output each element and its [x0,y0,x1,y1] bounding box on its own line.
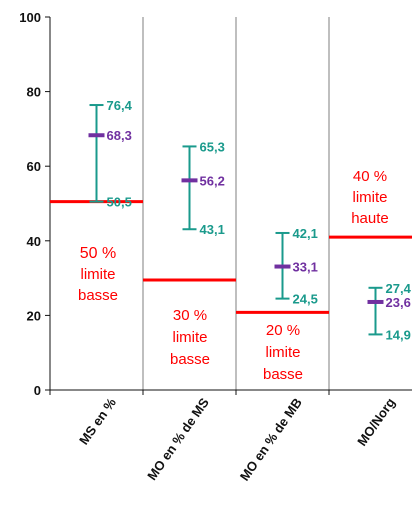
min-label: 14,9 [386,327,411,342]
threshold-annotation: basse [78,287,118,304]
min-label: 50,5 [107,195,132,210]
threshold-annotation: 40 % [353,168,387,185]
y-tick-label: 40 [27,234,41,249]
threshold-annotation: basse [170,351,210,368]
x-category-label: MO en % de MS [144,395,212,483]
threshold-annotation: limite [352,189,387,206]
max-label: 65,3 [200,139,225,154]
y-tick-label: 60 [27,159,41,174]
y-tick-label: 0 [34,383,41,398]
mean-label: 56,2 [200,173,225,188]
y-tick-label: 100 [19,10,41,25]
y-tick-label: 80 [27,85,41,100]
max-label: 42,1 [293,226,318,241]
max-label: 27,4 [386,281,412,296]
min-label: 43,1 [200,222,225,237]
mean-label: 33,1 [293,260,318,275]
threshold-annotation: basse [263,366,303,383]
threshold-annotation: limite [172,329,207,346]
x-category-label: MO/Norg [354,395,398,449]
threshold-annotation: 50 % [80,245,116,262]
threshold-annotation: limite [80,266,115,283]
threshold-annotation: limite [265,344,300,361]
threshold-annotation: 20 % [266,322,300,339]
mean-label: 68,3 [107,128,132,143]
max-label: 76,4 [107,98,133,113]
min-label: 24,5 [293,292,318,307]
threshold-annotation: haute [351,210,389,227]
x-category-label: MO en % de MB [237,395,305,483]
x-category-label: MS en % [76,395,119,448]
threshold-annotation: 30 % [173,307,207,324]
mean-label: 23,6 [386,295,411,310]
y-tick-label: 20 [27,308,41,323]
